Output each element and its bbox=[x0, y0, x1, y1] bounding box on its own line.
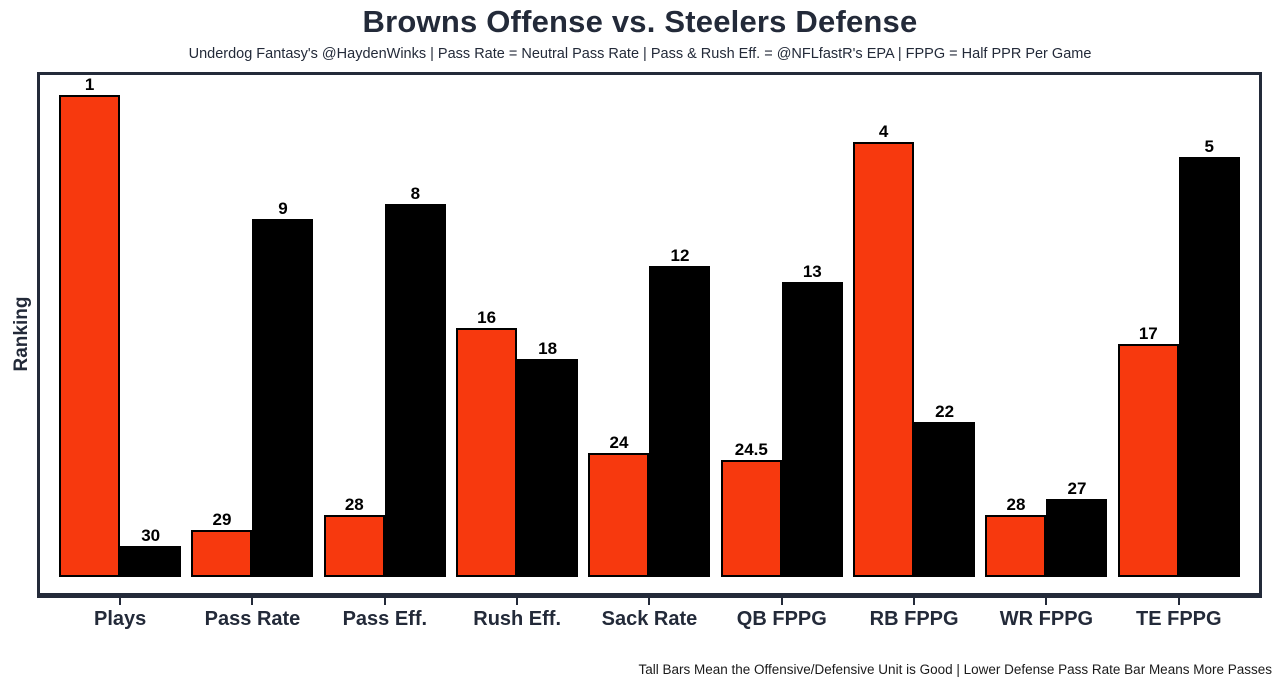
defense-bar-column: 12 bbox=[649, 246, 711, 577]
bar-groups: 1 30 29 9 28 8 16 18 24 12 24.5 13 4 22 28 27 17 5 bbox=[40, 75, 1259, 593]
offense-bar bbox=[985, 514, 1047, 577]
chart-footnote: Tall Bars Mean the Offensive/Defensive U… bbox=[638, 662, 1272, 677]
offense-bar bbox=[191, 530, 253, 577]
x-axis-label: QB FPPG bbox=[736, 608, 827, 630]
x-axis-labels: Plays Pass Rate Pass Eff. Rush Eff. Sack Rat… bbox=[40, 598, 1259, 631]
defense-bar-column: 30 bbox=[120, 525, 182, 577]
y-axis-label: Ranking bbox=[11, 296, 32, 372]
offense-bar bbox=[323, 514, 385, 577]
bar-group: 24 12 bbox=[583, 247, 715, 577]
x-axis-label: Plays bbox=[94, 608, 147, 630]
x-axis-cell: TE FPPG bbox=[1113, 598, 1245, 631]
x-axis-cell: Plays bbox=[54, 598, 186, 631]
bar-value-label: 13 bbox=[802, 261, 822, 281]
bar-group: 24.5 13 bbox=[716, 261, 848, 577]
offense-bar bbox=[853, 141, 915, 577]
bar-group: 16 18 bbox=[451, 309, 583, 577]
axis-tick bbox=[383, 598, 386, 605]
bar-value-label: 22 bbox=[935, 401, 955, 421]
bar-value-label: 17 bbox=[1138, 323, 1158, 343]
offense-bar-column: 1 bbox=[59, 75, 121, 577]
offense-bar-column: 24 bbox=[588, 432, 650, 577]
bar-value-label: 9 bbox=[278, 199, 288, 219]
bar-value-label: 5 bbox=[1204, 137, 1215, 157]
bar-value-label: 28 bbox=[344, 494, 364, 514]
bar-value-label: 4 bbox=[878, 121, 889, 141]
defense-bar bbox=[252, 219, 314, 577]
axis-tick bbox=[1177, 598, 1180, 605]
plot-area: 1 30 29 9 28 8 16 18 24 12 24.5 13 4 22 28 27 17 5 bbox=[37, 72, 1262, 598]
bar-group: 29 9 bbox=[186, 200, 318, 577]
defense-bar bbox=[1046, 499, 1108, 577]
defense-bar-column: 9 bbox=[252, 199, 314, 577]
offense-bar bbox=[720, 460, 782, 577]
axis-tick bbox=[913, 598, 916, 605]
axis-tick bbox=[119, 598, 122, 605]
bar-value-label: 8 bbox=[410, 183, 421, 203]
offense-bar-column: 17 bbox=[1117, 323, 1179, 577]
axis-tick bbox=[251, 598, 254, 605]
offense-bar bbox=[59, 95, 121, 577]
x-axis-label: Sack Rate bbox=[601, 608, 698, 630]
bar-value-label: 24.5 bbox=[734, 440, 768, 460]
x-axis-label: TE FPPG bbox=[1136, 608, 1222, 630]
defense-bar bbox=[781, 281, 843, 577]
axis-tick bbox=[780, 598, 783, 605]
x-axis-label: Rush Eff. bbox=[473, 608, 562, 630]
chart-subtitle: Underdog Fantasy's @HaydenWinks | Pass R… bbox=[188, 46, 1092, 62]
defense-bar-column: 22 bbox=[914, 401, 976, 577]
x-axis-cell: Pass Rate bbox=[186, 598, 318, 631]
bar-value-label: 18 bbox=[538, 339, 558, 359]
defense-bar-column: 5 bbox=[1178, 137, 1240, 577]
x-axis-cell: Pass Eff. bbox=[319, 598, 451, 631]
axis-tick bbox=[516, 598, 519, 605]
offense-bar-column: 29 bbox=[191, 510, 253, 577]
offense-bar-column: 4 bbox=[853, 121, 915, 577]
x-axis-label: WR FPPG bbox=[999, 608, 1094, 630]
defense-bar-column: 13 bbox=[781, 261, 843, 577]
x-axis-cell: RB FPPG bbox=[848, 598, 980, 631]
defense-bar bbox=[384, 203, 446, 577]
bar-value-label: 12 bbox=[670, 246, 690, 265]
chart-title: Browns Offense vs. Steelers Defense bbox=[362, 4, 918, 39]
offense-bar-column: 16 bbox=[456, 308, 518, 577]
bar-value-label: 29 bbox=[212, 510, 232, 530]
x-axis-label: Pass Eff. bbox=[342, 608, 428, 630]
defense-bar bbox=[914, 421, 976, 577]
bar-group: 17 5 bbox=[1113, 138, 1245, 577]
bar-value-label: 24 bbox=[609, 432, 629, 452]
bar-value-label: 27 bbox=[1067, 479, 1087, 499]
x-axis-label: RB FPPG bbox=[869, 608, 959, 630]
bar-group: 4 22 bbox=[848, 121, 980, 577]
x-axis-cell: QB FPPG bbox=[716, 598, 848, 631]
x-axis-cell: Rush Eff. bbox=[451, 598, 583, 631]
axis-tick bbox=[648, 598, 651, 605]
x-axis-cell: WR FPPG bbox=[980, 598, 1112, 631]
bar-value-label: 1 bbox=[84, 75, 95, 94]
defense-bar-column: 27 bbox=[1046, 479, 1108, 577]
x-axis-cell: Sack Rate bbox=[583, 598, 715, 631]
bar-value-label: 28 bbox=[1006, 494, 1026, 514]
bar-value-label: 16 bbox=[477, 308, 497, 328]
x-axis-label: Pass Rate bbox=[204, 608, 301, 630]
offense-bar-column: 28 bbox=[323, 494, 385, 577]
offense-bar-column: 28 bbox=[985, 494, 1047, 577]
offense-bar bbox=[1117, 343, 1179, 577]
offense-bar-column: 24.5 bbox=[720, 440, 782, 577]
defense-bar bbox=[649, 266, 711, 577]
defense-bar-column: 8 bbox=[384, 183, 446, 577]
bar-value-label: 30 bbox=[141, 525, 161, 545]
bar-group: 28 27 bbox=[980, 480, 1112, 577]
axis-tick bbox=[1045, 598, 1048, 605]
defense-bar bbox=[120, 545, 182, 577]
defense-bar bbox=[1178, 157, 1240, 577]
defense-bar bbox=[517, 359, 579, 577]
bar-group: 28 8 bbox=[319, 183, 451, 577]
bar-group: 1 30 bbox=[54, 76, 186, 577]
defense-bar-column: 18 bbox=[517, 339, 579, 577]
offense-bar bbox=[588, 452, 650, 577]
offense-bar bbox=[456, 328, 518, 577]
